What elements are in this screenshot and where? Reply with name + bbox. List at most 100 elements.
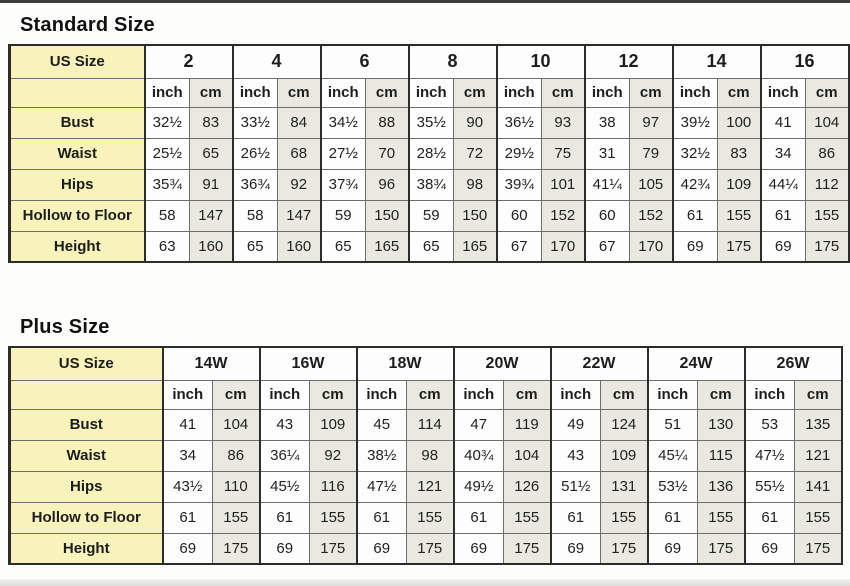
value-cm-cell: 91	[189, 168, 233, 201]
unit-cm-header-cell: cm	[309, 379, 357, 410]
measurement-row: Hollow to Floor 58 147 58 147 59 150 59 150 60 152…	[9, 199, 849, 232]
value-inch-cell: 61	[646, 501, 698, 534]
size-header-cell: 6	[319, 44, 409, 79]
value-cm-cell: 155	[717, 199, 761, 232]
value-inch-cell: 69	[161, 532, 213, 565]
unit-inch-header-cell: inch	[258, 379, 310, 410]
value-cm-cell: 112	[805, 168, 849, 201]
value-cm-cell: 175	[503, 532, 551, 565]
unit-cm-header-cell: cm	[503, 379, 551, 410]
measurement-label-cell: Hips	[9, 168, 145, 201]
value-inch-cell: 59	[319, 199, 366, 232]
size-header-cell: 22W	[549, 346, 648, 381]
unit-cm-header-cell: cm	[717, 77, 761, 108]
value-cm-cell: 86	[212, 439, 260, 472]
value-inch-cell: 33½	[231, 106, 278, 139]
value-inch-cell: 40¾	[452, 439, 504, 472]
value-inch-cell: 65	[407, 230, 454, 263]
value-inch-cell: 59	[407, 199, 454, 232]
value-cm-cell: 119	[503, 408, 551, 441]
value-cm-cell: 175	[697, 532, 745, 565]
value-cm-cell: 152	[629, 199, 673, 232]
value-cm-cell: 170	[541, 230, 585, 263]
value-inch-cell: 65	[231, 230, 278, 263]
value-cm-cell: 96	[365, 168, 409, 201]
standard-size-table: US Size 2 4 6 8 10 12 14 16 inch cm inch cm inch cm inc…	[8, 44, 850, 263]
size-header-row: US Size 2 4 6 8 10 12 14 16	[9, 44, 849, 79]
value-cm-cell: 155	[212, 501, 260, 534]
value-cm-cell: 175	[805, 230, 849, 263]
value-inch-cell: 69	[355, 532, 407, 565]
value-inch-cell: 35¾	[143, 168, 190, 201]
value-cm-cell: 130	[697, 408, 745, 441]
size-header-cell: 14	[671, 44, 761, 79]
value-cm-cell: 147	[189, 199, 233, 232]
value-cm-cell: 84	[277, 106, 321, 139]
value-inch-cell: 38¾	[407, 168, 454, 201]
unit-cm-header-cell: cm	[365, 77, 409, 108]
value-inch-cell: 60	[495, 199, 542, 232]
value-cm-cell: 90	[453, 106, 497, 139]
unit-inch-header-cell: inch	[143, 77, 190, 108]
unit-cm-header-cell: cm	[794, 379, 842, 410]
unit-cm-header-cell: cm	[277, 77, 321, 108]
value-cm-cell: 147	[277, 199, 321, 232]
value-cm-cell: 116	[309, 470, 357, 503]
unit-inch-header-cell: inch	[231, 77, 278, 108]
value-cm-cell: 155	[697, 501, 745, 534]
value-inch-cell: 34	[759, 137, 806, 170]
value-inch-cell: 34½	[319, 106, 366, 139]
measurement-label-cell: Hollow to Floor	[9, 199, 145, 232]
value-cm-cell: 114	[406, 408, 454, 441]
value-inch-cell: 61	[161, 501, 213, 534]
value-cm-cell: 131	[600, 470, 648, 503]
value-inch-cell: 29½	[495, 137, 542, 170]
value-inch-cell: 45	[355, 408, 407, 441]
value-inch-cell: 49½	[452, 470, 504, 503]
unit-header-row: inch cm inch cm inch cm inch cm inch cm inch cm inch…	[9, 379, 842, 410]
value-inch-cell: 58	[231, 199, 278, 232]
value-inch-cell: 41	[759, 106, 806, 139]
value-cm-cell: 175	[309, 532, 357, 565]
measurement-row: Bust 41 104 43 109 45 114 47 119 49 124 51 130 53 135	[9, 408, 842, 441]
value-inch-cell: 27½	[319, 137, 366, 170]
value-cm-cell: 150	[365, 199, 409, 232]
value-cm-cell: 104	[212, 408, 260, 441]
value-inch-cell: 69	[671, 230, 718, 263]
value-inch-cell: 41	[161, 408, 213, 441]
value-cm-cell: 110	[212, 470, 260, 503]
corner-cell: US Size	[9, 44, 145, 79]
value-inch-cell: 61	[258, 501, 310, 534]
value-inch-cell: 49	[549, 408, 601, 441]
value-cm-cell: 109	[309, 408, 357, 441]
size-header-cell: 10	[495, 44, 585, 79]
measurement-label-cell: Height	[9, 532, 163, 565]
unit-inch-header-cell: inch	[355, 379, 407, 410]
value-cm-cell: 79	[629, 137, 673, 170]
measurement-row: Height 69 175 69 175 69 175 69 175 69 175 69 175 69 17…	[9, 532, 842, 565]
size-header-row: US Size 14W 16W 18W 20W 22W 24W 26W	[9, 346, 842, 381]
value-cm-cell: 141	[794, 470, 842, 503]
unit-cm-header-cell: cm	[805, 77, 849, 108]
value-inch-cell: 32½	[143, 106, 190, 139]
size-header-cell: 4	[231, 44, 321, 79]
unit-cm-header-cell: cm	[189, 77, 233, 108]
value-inch-cell: 35½	[407, 106, 454, 139]
value-cm-cell: 65	[189, 137, 233, 170]
value-inch-cell: 32½	[671, 137, 718, 170]
unit-inch-header-cell: inch	[319, 77, 366, 108]
unit-inch-header-cell: inch	[583, 77, 630, 108]
value-inch-cell: 53	[743, 408, 795, 441]
size-header-cell: 24W	[646, 346, 745, 381]
value-inch-cell: 47½	[355, 470, 407, 503]
unit-cm-header-cell: cm	[212, 379, 260, 410]
value-cm-cell: 126	[503, 470, 551, 503]
value-cm-cell: 72	[453, 137, 497, 170]
value-inch-cell: 69	[646, 532, 698, 565]
value-cm-cell: 93	[541, 106, 585, 139]
unit-inch-header-cell: inch	[161, 379, 213, 410]
value-cm-cell: 115	[697, 439, 745, 472]
value-cm-cell: 121	[794, 439, 842, 472]
value-inch-cell: 69	[452, 532, 504, 565]
measurement-label-cell: Waist	[9, 137, 145, 170]
